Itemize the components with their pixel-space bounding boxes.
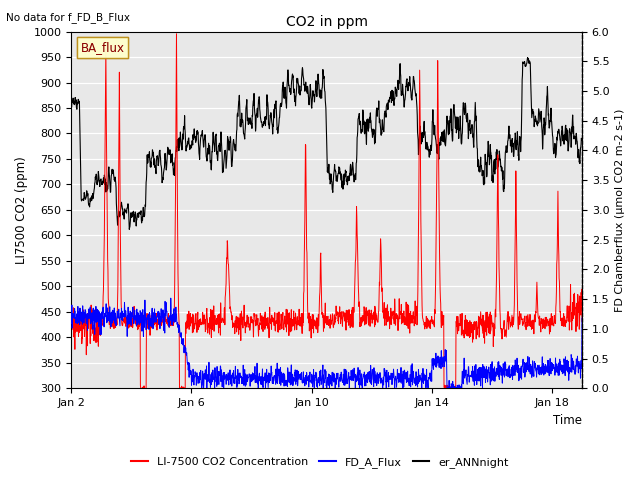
Legend: LI-7500 CO2 Concentration, FD_A_Flux, er_ANNnight: LI-7500 CO2 Concentration, FD_A_Flux, er… — [127, 452, 513, 472]
Y-axis label: LI7500 CO2 (ppm): LI7500 CO2 (ppm) — [15, 156, 28, 264]
Legend: BA_flux: BA_flux — [77, 37, 128, 58]
X-axis label: Time: Time — [553, 414, 582, 427]
Y-axis label: FD Chamberflux (μmol CO2 m-2 s-1): FD Chamberflux (μmol CO2 m-2 s-1) — [615, 108, 625, 312]
Text: No data for f_FD_B_Flux: No data for f_FD_B_Flux — [6, 12, 131, 23]
Title: CO2 in ppm: CO2 in ppm — [285, 15, 367, 29]
